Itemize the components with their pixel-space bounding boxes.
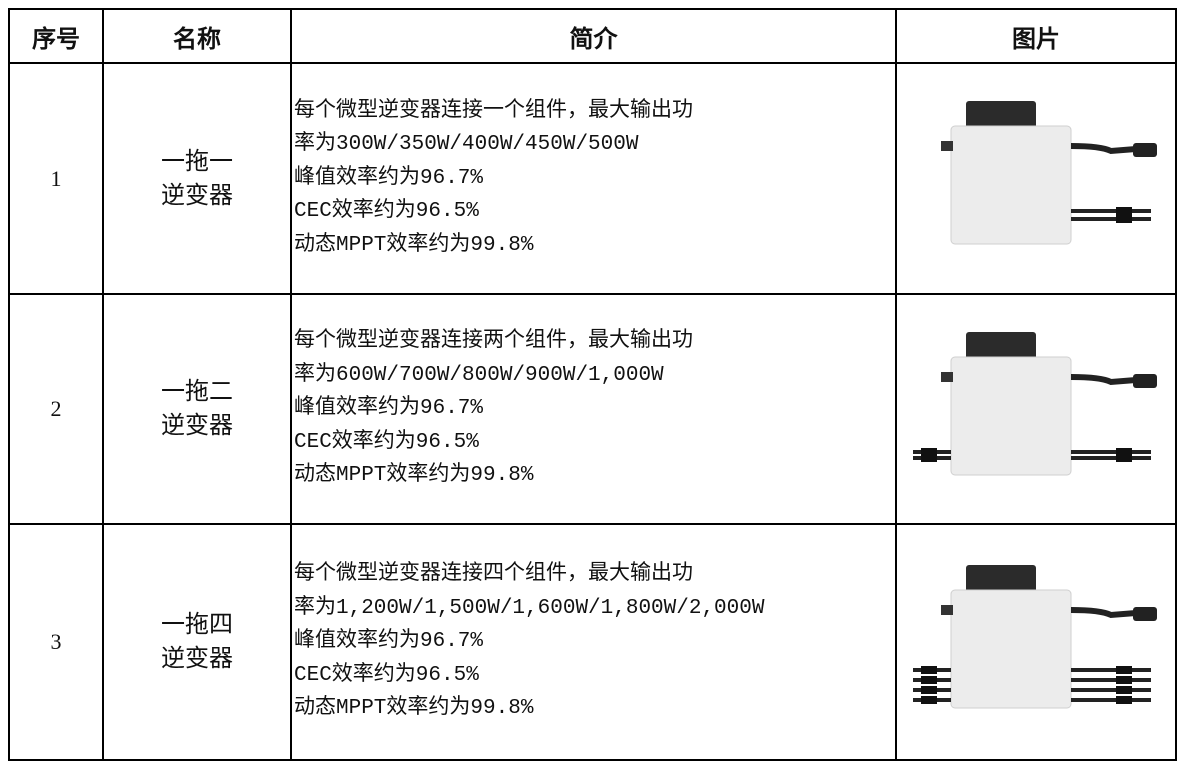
image-cell — [895, 62, 1177, 295]
description-line: CEC效率约为96.5% — [294, 430, 479, 454]
description-cell: 每个微型逆变器连接两个组件，最大输出功 率为600W/700W/800W/900W… — [290, 293, 897, 525]
table-row: 1 一拖一 逆变器 每个微型逆变器连接一个组件，最大输出功 率为300W/350W/40… — [8, 62, 1177, 295]
index-cell: 3 — [8, 523, 104, 761]
product-image — [913, 331, 1157, 475]
image-shape — [1116, 685, 1132, 694]
image-shape — [950, 589, 1072, 708]
image-shape — [1116, 447, 1132, 456]
image-shape — [966, 101, 1036, 129]
image-shape — [1070, 606, 1137, 618]
image-shape — [941, 604, 953, 615]
description-line: 峰值效率约为96.7% — [294, 630, 484, 654]
description-line: 每个微型逆变器连接两个组件，最大输出功 — [294, 330, 693, 354]
image-shape — [1116, 453, 1132, 462]
column-header: 图片 — [895, 8, 1177, 64]
table-row: 2 一拖二 逆变器 每个微型逆变器连接两个组件，最大输出功 率为600W/700W/80… — [8, 293, 1177, 525]
image-shape — [1116, 675, 1132, 684]
column-header: 简介 — [290, 8, 897, 64]
image-shape — [1133, 606, 1157, 621]
image-shape — [1116, 695, 1132, 704]
name-line: 一拖一 — [161, 148, 233, 175]
description-line: 每个微型逆变器连接四个组件，最大输出功 — [294, 563, 693, 587]
column-header: 名称 — [102, 8, 292, 64]
description-cell: 每个微型逆变器连接一个组件，最大输出功 率为300W/350W/400W/450W… — [290, 62, 897, 295]
name-line: 逆变器 — [161, 413, 233, 439]
description-line: CEC效率约为96.5% — [294, 663, 479, 687]
description-line: CEC效率约为96.5% — [294, 200, 479, 224]
description-line: 率为300W/350W/400W/450W/500W — [294, 133, 639, 157]
description-cell: 每个微型逆变器连接四个组件，最大输出功率为1,200W/1,500W/1,600… — [290, 523, 897, 761]
image-shape — [950, 356, 1072, 475]
name-cell: 一拖一 逆变器 — [102, 62, 292, 295]
product-image — [913, 564, 1157, 708]
description-line: 峰值效率约为96.7% — [294, 166, 484, 190]
image-shape — [1116, 215, 1132, 223]
image-shape — [921, 665, 937, 674]
description-line: 动态MPPT效率约为99.8% — [294, 697, 534, 721]
description-line: 率为1,200W/1,500W/1,600W/1,800W/2,000W — [294, 596, 765, 620]
image-shape — [921, 695, 937, 704]
image-shape — [1116, 207, 1132, 215]
image-shape — [1116, 665, 1132, 674]
name-line: 逆变器 — [161, 646, 233, 672]
image-cell — [895, 523, 1177, 761]
image-shape — [921, 447, 937, 456]
image-shape — [966, 331, 1036, 360]
name-line: 一拖二 — [161, 379, 233, 405]
image-shape — [921, 453, 937, 462]
description-line: 率为600W/700W/800W/900W/1,000W — [294, 363, 664, 387]
index-cell: 2 — [8, 293, 104, 525]
column-header: 序号 — [8, 8, 104, 64]
name-line: 逆变器 — [161, 182, 233, 209]
description-line: 每个微型逆变器连接一个组件，最大输出功 — [294, 99, 693, 123]
index-cell: 1 — [8, 62, 104, 295]
table-body: 1 一拖一 逆变器 每个微型逆变器连接一个组件，最大输出功 率为300W/350W/40… — [8, 62, 1177, 761]
image-shape — [1133, 373, 1157, 388]
name-line: 一拖四 — [161, 612, 233, 638]
image-shape — [1070, 143, 1137, 155]
image-shape — [966, 564, 1036, 593]
image-shape — [1133, 143, 1157, 157]
image-shape — [921, 685, 937, 694]
image-cell — [895, 293, 1177, 525]
name-cell: 一拖四 逆变器 — [102, 523, 292, 761]
image-shape — [921, 675, 937, 684]
header-row: 序号 名称 简介 图片 — [8, 8, 1177, 64]
table-row: 3 一拖四 逆变器 每个微型逆变器连接四个组件，最大输出功 率为1,200W/1,500… — [8, 523, 1177, 761]
description-line: 动态MPPT效率约为99.8% — [294, 464, 534, 488]
image-shape — [941, 371, 953, 382]
product-image — [941, 101, 1157, 245]
image-shape — [1070, 373, 1137, 385]
product-table: 序号 名称 简介 图片 1 一拖一 逆变器 每个微型逆变器连接一个组件，最大输出功 率为300… — [8, 8, 1177, 761]
image-shape — [950, 125, 1072, 245]
name-cell: 一拖二 逆变器 — [102, 293, 292, 525]
image-shape — [941, 141, 953, 151]
description-line: 动态MPPT效率约为99.8% — [294, 233, 534, 257]
description-line: 峰值效率约为96.7% — [294, 397, 484, 421]
